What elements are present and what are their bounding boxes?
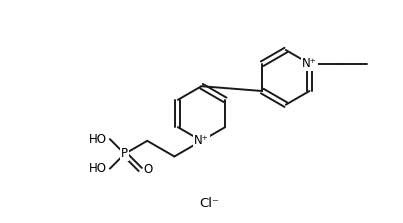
Text: Cl⁻: Cl⁻ — [199, 197, 220, 210]
Text: O: O — [143, 163, 153, 176]
Text: N⁺: N⁺ — [302, 57, 317, 70]
Text: HO: HO — [89, 162, 107, 175]
Text: N⁺: N⁺ — [194, 134, 209, 147]
Text: P: P — [121, 147, 128, 160]
Text: HO: HO — [89, 133, 107, 146]
